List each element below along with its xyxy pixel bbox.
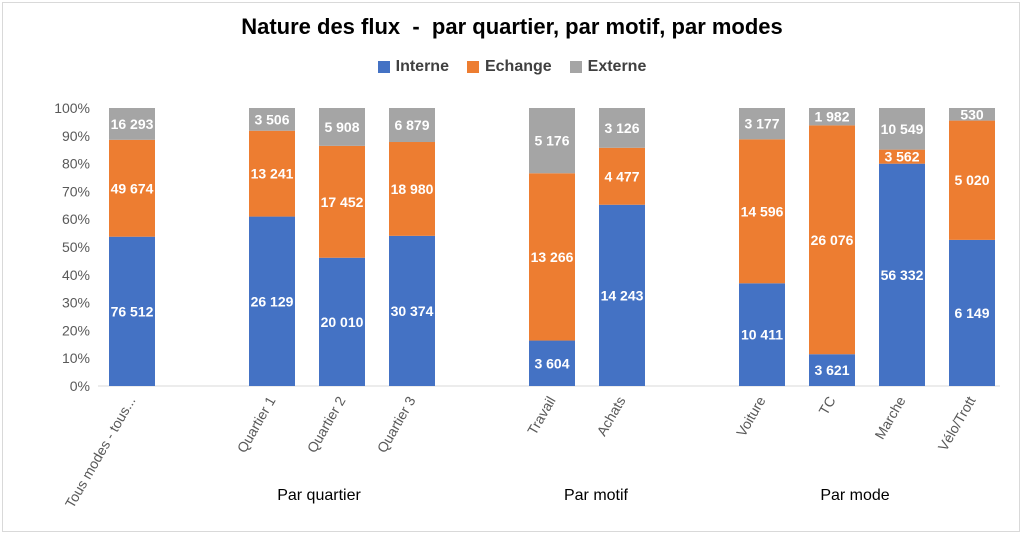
data-label-externe: 3 506 [254,111,289,127]
bar-segment-interne [319,257,365,386]
y-tick-label: 0% [70,378,90,394]
bar-segment-externe [879,108,925,150]
bar-segment-interne [389,235,435,386]
data-label-interne: 76 512 [111,303,154,319]
data-label-interne: 3 621 [814,362,849,378]
legend-swatch-echange [466,61,479,73]
x-tick-label: Tous modes - tous... [62,394,139,511]
chart-title: Nature des flux - par quartier, par moti… [241,14,783,39]
legend-label-echange: Echange [484,58,552,75]
data-label-echange: 26 076 [811,232,854,248]
data-label-externe: 1 982 [814,109,849,125]
bar-segment-echange [319,145,365,258]
data-label-externe: 10 549 [881,121,924,137]
data-label-echange: 3 562 [884,149,919,165]
y-tick-label: 20% [62,322,90,338]
legend-item-echange: Echange [466,58,552,76]
data-label-interne: 6 149 [954,305,989,321]
data-label-echange: 5 020 [954,172,989,188]
data-label-interne: 56 332 [881,267,924,283]
data-label-externe: 5 176 [534,133,569,149]
bar-segment-echange [949,120,995,240]
bar-segment-interne [949,239,995,386]
y-tick-label: 60% [62,211,90,227]
legend-label-externe: Externe [587,58,647,75]
x-tick-label: Marche [871,393,908,442]
bar-segment-externe [389,108,435,143]
y-tick-label: 80% [62,156,90,172]
bar-segment-interne [109,236,155,386]
bar-segment-echange [739,139,785,284]
data-label-externe: 16 293 [111,116,154,132]
legend-swatch-externe [569,61,582,73]
y-tick-label: 30% [62,295,90,311]
group-label: Par motif [564,487,629,504]
data-label-echange: 17 452 [321,194,364,210]
bar-segment-interne [739,283,785,386]
x-tick-label: Voiture [733,393,769,439]
data-label-externe: 530 [960,106,984,122]
bar-segment-echange [599,147,645,205]
legend: Interne Echange Externe [0,58,1024,76]
data-label-echange: 13 241 [251,166,294,182]
bar-segment-externe [739,108,785,140]
bar-segment-interne [809,354,855,386]
legend-swatch-interne [377,61,390,73]
y-tick-label: 10% [62,350,90,366]
bar-segment-externe [249,108,295,131]
data-label-interne: 20 010 [321,314,364,330]
data-label-echange: 14 596 [741,203,784,219]
bar-segment-externe [599,108,645,148]
x-tick-label: TC [815,394,838,418]
y-tick-label: 50% [62,239,90,255]
data-label-externe: 5 908 [324,119,359,135]
bar-segment-interne [249,216,295,386]
y-tick-label: 40% [62,267,90,283]
bar-segment-echange [809,125,855,355]
x-tick-label: Achats [593,394,628,439]
x-tick-label: Quartier 1 [234,393,279,455]
bar-segment-interne [879,163,925,386]
data-label-interne: 10 411 [741,327,783,343]
bar-segment-externe [319,108,365,146]
data-label-interne: 3 604 [534,355,569,371]
data-label-echange: 4 477 [604,168,639,184]
bar-segment-externe [949,108,995,121]
y-tick-label: 90% [62,128,90,144]
legend-item-interne: Interne [377,58,449,76]
data-label-echange: 13 266 [531,249,574,265]
group-label: Par mode [820,487,889,504]
bar-segment-echange [879,149,925,164]
data-label-externe: 6 879 [394,117,429,133]
bar-segment-echange [529,173,575,341]
y-tick-label: 100% [54,100,90,116]
x-tick-label: Quartier 3 [374,393,419,455]
data-label-externe: 3 126 [604,120,639,136]
bar-segment-echange [249,130,295,217]
data-label-interne: 14 243 [601,287,644,303]
bar-segment-interne [599,204,645,386]
data-label-externe: 3 177 [744,116,779,132]
bar-segment-echange [389,142,435,236]
bar-segment-externe [529,108,575,174]
bar-segment-echange [109,139,155,237]
legend-item-externe: Externe [569,58,647,76]
x-tick-label: Travail [524,394,559,438]
bar-segment-externe [809,108,855,126]
y-tick-label: 70% [62,183,90,199]
data-label-echange: 49 674 [111,180,154,196]
data-label-interne: 30 374 [391,303,434,319]
bar-segment-interne [529,340,575,386]
bar-segment-externe [109,108,155,140]
x-tick-label: Quartier 2 [304,393,349,455]
data-label-echange: 18 980 [391,181,434,197]
x-tick-label: Vélo/Trott [935,393,979,453]
legend-label-interne: Interne [395,58,449,75]
data-label-interne: 26 129 [251,293,294,309]
group-label: Par quartier [277,487,361,504]
